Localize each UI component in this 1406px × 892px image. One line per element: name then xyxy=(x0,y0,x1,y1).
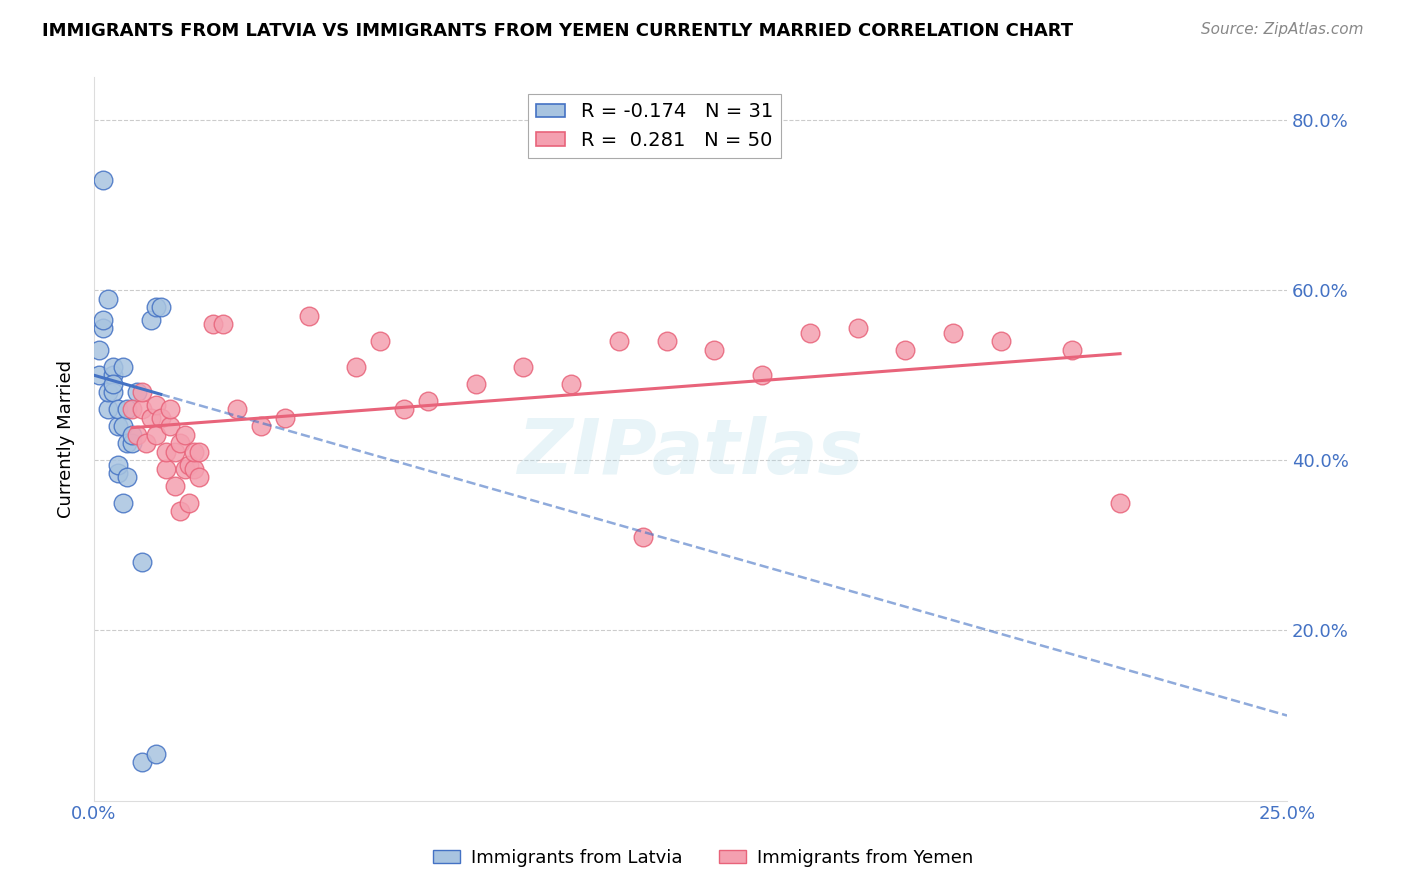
Point xyxy=(894,343,917,357)
Point xyxy=(125,385,148,400)
Point xyxy=(145,398,167,412)
Point xyxy=(226,402,249,417)
Point xyxy=(107,458,129,472)
Point xyxy=(990,334,1012,348)
Point xyxy=(97,385,120,400)
Point xyxy=(165,444,187,458)
Point xyxy=(149,410,172,425)
Point xyxy=(392,402,415,417)
Point xyxy=(141,313,163,327)
Point xyxy=(111,419,134,434)
Point xyxy=(97,402,120,417)
Point xyxy=(107,419,129,434)
Point xyxy=(101,359,124,374)
Point xyxy=(131,385,153,400)
Point xyxy=(159,419,181,434)
Text: Source: ZipAtlas.com: Source: ZipAtlas.com xyxy=(1201,22,1364,37)
Point xyxy=(101,368,124,383)
Point xyxy=(125,427,148,442)
Text: IMMIGRANTS FROM LATVIA VS IMMIGRANTS FROM YEMEN CURRENTLY MARRIED CORRELATION CH: IMMIGRANTS FROM LATVIA VS IMMIGRANTS FRO… xyxy=(42,22,1073,40)
Point xyxy=(202,317,225,331)
Point xyxy=(368,334,391,348)
Point xyxy=(607,334,630,348)
Point xyxy=(179,496,201,510)
Point xyxy=(131,555,153,569)
Point xyxy=(211,317,233,331)
Point xyxy=(145,747,167,761)
Point xyxy=(111,359,134,374)
Point xyxy=(250,419,273,434)
Point xyxy=(655,334,678,348)
Point xyxy=(183,462,205,476)
Point xyxy=(121,427,143,442)
Point xyxy=(169,504,191,518)
Point xyxy=(145,300,167,314)
Point xyxy=(111,496,134,510)
Point xyxy=(169,436,191,450)
Point xyxy=(107,466,129,480)
Point xyxy=(107,402,129,417)
Point xyxy=(173,427,195,442)
Point xyxy=(117,470,139,484)
Point xyxy=(346,359,368,374)
Point xyxy=(141,410,163,425)
Point xyxy=(87,368,110,383)
Point xyxy=(97,292,120,306)
Point xyxy=(131,402,153,417)
Point xyxy=(1062,343,1084,357)
Point xyxy=(101,376,124,391)
Point xyxy=(187,470,209,484)
Point xyxy=(1109,496,1132,510)
Point xyxy=(93,172,115,186)
Point xyxy=(93,313,115,327)
Point xyxy=(93,321,115,335)
Point xyxy=(512,359,534,374)
Point xyxy=(274,410,297,425)
Point xyxy=(560,376,582,391)
Point xyxy=(87,343,110,357)
Point xyxy=(101,385,124,400)
Point xyxy=(121,436,143,450)
Point xyxy=(464,376,486,391)
Point xyxy=(703,343,725,357)
Text: ZIPatlas: ZIPatlas xyxy=(517,417,863,491)
Point xyxy=(155,462,177,476)
Point xyxy=(179,458,201,472)
Point xyxy=(942,326,965,340)
Point xyxy=(149,300,172,314)
Point xyxy=(416,393,439,408)
Y-axis label: Currently Married: Currently Married xyxy=(58,360,75,518)
Point xyxy=(173,462,195,476)
Point xyxy=(117,402,139,417)
Point xyxy=(165,479,187,493)
Point xyxy=(751,368,773,383)
Point xyxy=(159,402,181,417)
Point xyxy=(121,402,143,417)
Point xyxy=(155,444,177,458)
Point xyxy=(799,326,821,340)
Point xyxy=(298,309,321,323)
Point xyxy=(183,444,205,458)
Point xyxy=(135,436,157,450)
Point xyxy=(187,444,209,458)
Point xyxy=(145,427,167,442)
Point xyxy=(631,530,654,544)
Legend: R = -0.174   N = 31, R =  0.281   N = 50: R = -0.174 N = 31, R = 0.281 N = 50 xyxy=(529,95,780,158)
Legend: Immigrants from Latvia, Immigrants from Yemen: Immigrants from Latvia, Immigrants from … xyxy=(426,842,980,874)
Point xyxy=(846,321,869,335)
Point xyxy=(117,436,139,450)
Point xyxy=(131,756,153,770)
